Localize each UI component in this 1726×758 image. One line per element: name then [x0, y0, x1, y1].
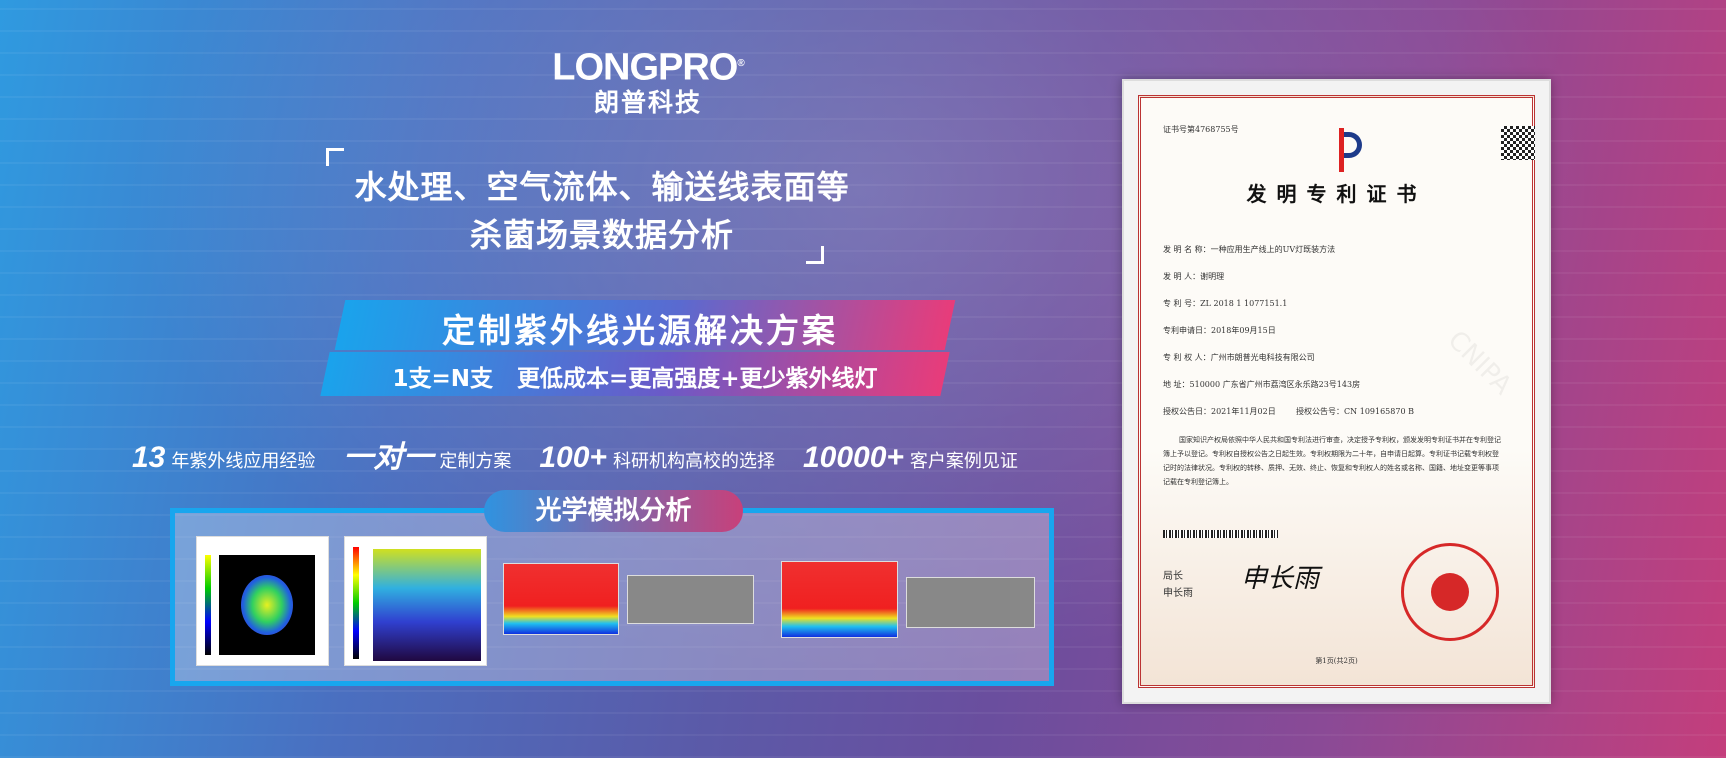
official-seal: [1401, 543, 1499, 641]
cnipa-emblem-icon: [1321, 128, 1362, 173]
cert-title: 发明专利证书: [1246, 182, 1427, 206]
stat-one-on-one: 一对一: [343, 441, 434, 474]
cert-field: 专 利 权 人：广州市朗普光电科技有限公司: [1163, 353, 1315, 362]
colorbar-set-2: [906, 577, 1035, 628]
simulation-image-scatter: [344, 536, 487, 666]
cert-field: 授权公告日：2021年11月02日 授权公告号：CN 109165870 B: [1163, 407, 1414, 416]
cert-body: 国家知识产权局依照中华人民共和国专利法进行审查，决定授予专利权，颁发发明专利证书…: [1163, 436, 1501, 486]
cert-field: 专 利 号：ZL 2018 1 1077151.1: [1163, 299, 1288, 308]
signer-title: 局长: [1163, 571, 1183, 582]
signer-name: 申长雨: [1163, 588, 1193, 599]
cert-field: 发 明 名 称：一种应用生产线上的UV灯既装方法: [1163, 245, 1336, 254]
headline-line2: 杀菌场景数据分析: [469, 216, 734, 254]
simulation-badge: 光学模拟分析: [484, 490, 743, 532]
cert-field: 地 址：510000 广东省广州市荔湾区永乐路23号143房: [1163, 380, 1361, 389]
heatmap-2: [781, 561, 898, 638]
stats-row: 13 年紫外线应用经验 一对一 定制方案 100+ 科研机构高校的选择 10000+ 客…: [132, 432, 1040, 476]
stat-label: 年紫外线应用经验: [171, 451, 316, 472]
barcode: [1163, 530, 1278, 538]
cert-page: 第1页(共2页): [1315, 657, 1358, 665]
logo-cn: 朗普科技: [593, 87, 702, 117]
stat-label: 定制方案: [439, 451, 512, 472]
registered-mark: ®: [737, 58, 744, 69]
headline-line1: 水处理、空气流体、输送线表面等: [354, 168, 850, 206]
cert-field: 专利申请日：2018年09月15日: [1163, 326, 1276, 335]
stat-years: 13: [132, 441, 166, 474]
stat-label: 客户案例见证: [909, 451, 1018, 472]
cert-number: 证书号第4768755号: [1163, 125, 1239, 134]
ribbon-title: 定制紫外线光源解决方案: [442, 311, 838, 350]
stat-institutions: 100+: [539, 441, 607, 474]
simulation-panel: [170, 508, 1054, 686]
patent-certificate: 证书号第4768755号 发明专利证书 发 明 名 称：一种应用生产线上的UV灯…: [1122, 79, 1551, 704]
heatmap-1: [503, 563, 619, 635]
qr-code: [1501, 126, 1535, 160]
watermark: CNIPA: [1441, 325, 1518, 401]
bracket-close: [806, 246, 824, 264]
bracket-open: [326, 148, 344, 166]
stat-label: 科研机构高校的选择: [612, 451, 775, 472]
logo: LONGPRO® 朗普科技: [548, 44, 748, 118]
cert-field: 发 明 人：谢明理: [1163, 272, 1225, 281]
colorbar-set-1: [627, 575, 754, 624]
signature: 申长雨: [1241, 564, 1320, 594]
logo-en: LONGPRO: [552, 46, 738, 89]
ribbon-subtitle: 1支=N支 更低成本=更高强度+更少紫外线灯: [392, 366, 878, 392]
cert-fields: 发 明 名 称：一种应用生产线上的UV灯既装方法 发 明 人：谢明理 专 利 号…: [1163, 236, 1414, 425]
stat-customers: 10000+: [802, 441, 904, 474]
simulation-image-beam: [196, 536, 329, 666]
